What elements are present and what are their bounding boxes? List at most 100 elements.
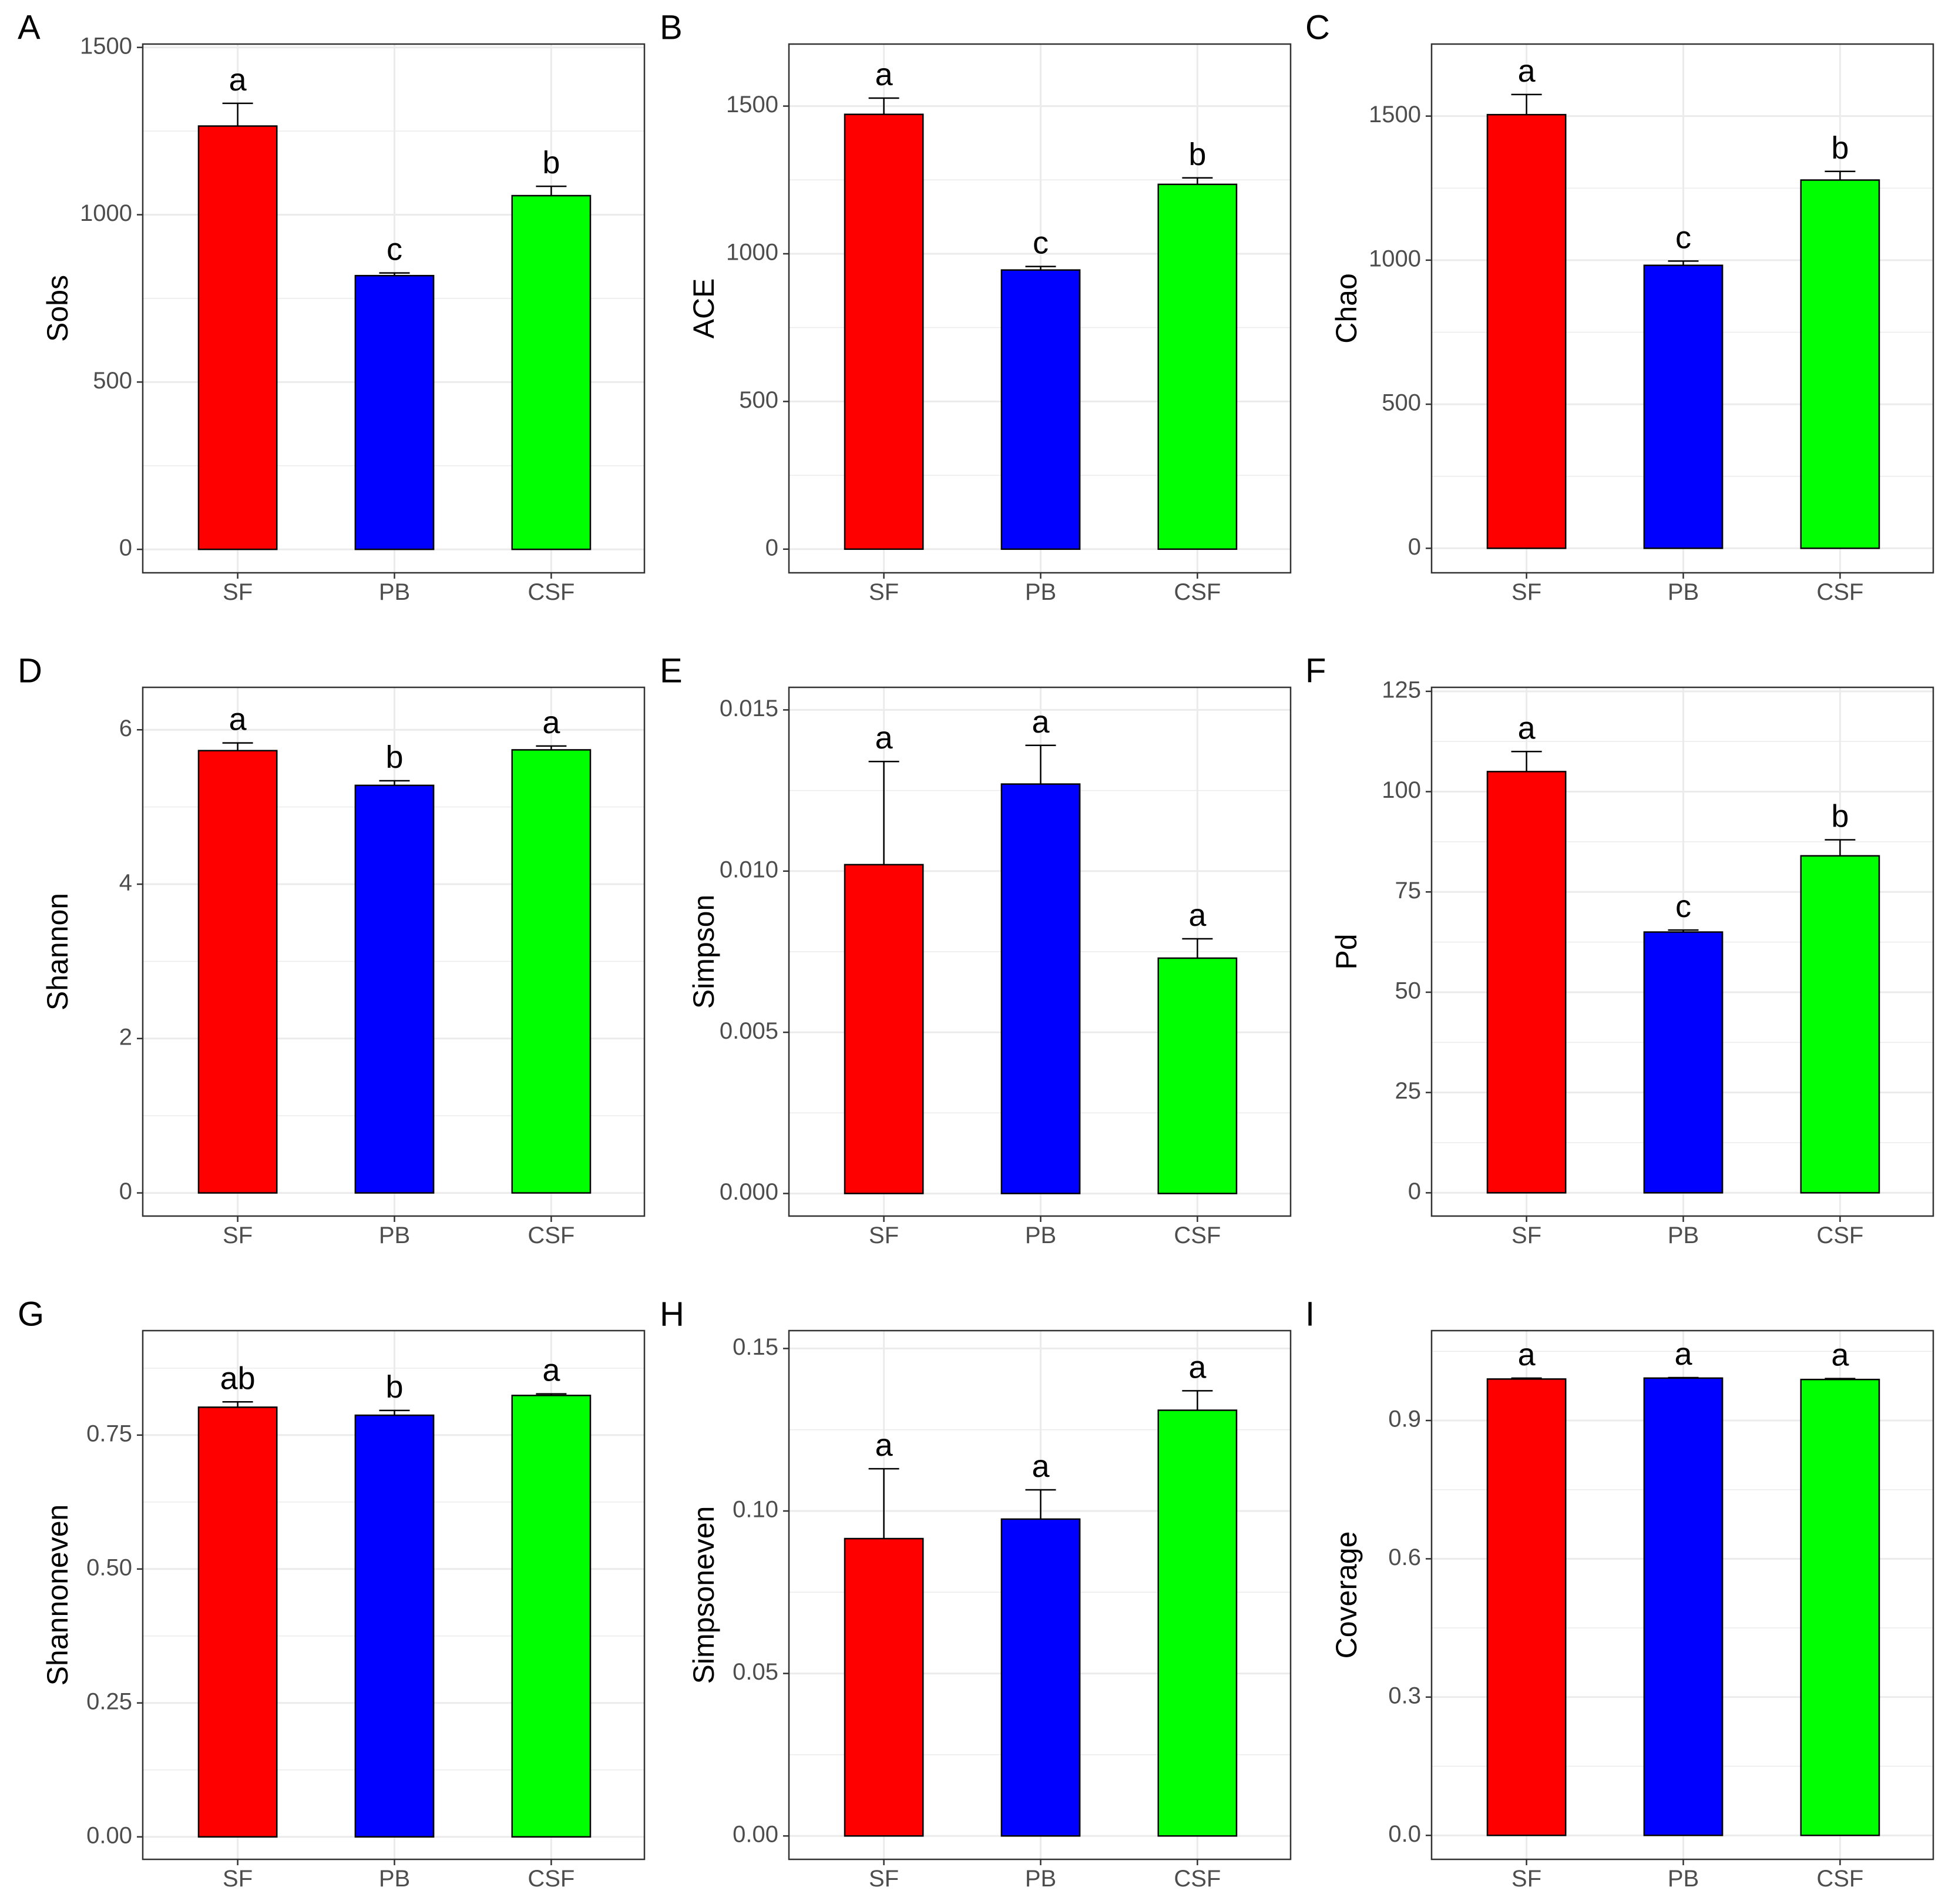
y-tick-label: 0.6 [1388, 1544, 1421, 1570]
bar-csf [1157, 957, 1238, 1194]
bar-pb [1643, 931, 1724, 1194]
x-tick-label: PB [379, 579, 410, 605]
y-axis-title: Pd [1330, 933, 1363, 969]
y-tick-label: 125 [1382, 677, 1421, 703]
x-tick-label: CSF [1816, 1866, 1863, 1892]
bar-sf [844, 113, 924, 550]
panel-b: B 0 500 1000 1500 a SF c PB b CSF ACE [660, 9, 1292, 605]
significance-letter: c [1675, 889, 1691, 924]
panel-d: D 0 2 4 6 a SF b PB a CSF Shannon [18, 652, 646, 1248]
panel-letter: B [660, 9, 683, 47]
plot-frame [1430, 686, 1934, 1217]
significance-letter: a [1518, 53, 1536, 89]
x-tick-label: SF [869, 579, 899, 605]
y-tick-label: 1000 [726, 240, 778, 266]
significance-letter: ab [220, 1361, 256, 1396]
y-axis-title: ACE [687, 278, 720, 339]
significance-letter: a [1674, 1337, 1692, 1372]
y-tick-label: 1500 [80, 33, 132, 59]
panel-f: F 0 25 50 75 100 125 a SF c PB b CSF Pd [1305, 652, 1934, 1248]
bar-sf [844, 1537, 924, 1837]
y-tick-label: 2 [119, 1024, 132, 1050]
y-tick-label: 0.005 [720, 1018, 778, 1044]
y-tick-label: 1500 [726, 92, 778, 117]
x-tick-label: SF [223, 1223, 253, 1248]
y-tick-label: 0 [119, 535, 132, 561]
significance-letter: c [1675, 220, 1691, 255]
significance-letter: b [385, 740, 403, 775]
significance-letter: b [1831, 130, 1849, 166]
significance-letter: b [1188, 137, 1206, 172]
significance-letter: a [229, 62, 247, 98]
x-tick-label: PB [1025, 579, 1056, 605]
y-tick-label: 0 [765, 535, 778, 560]
significance-letter: b [542, 145, 560, 180]
x-tick-label: SF [1511, 1223, 1541, 1248]
x-tick-label: CSF [528, 579, 575, 605]
bar-pb [1000, 783, 1081, 1194]
panel-h: H 0.00 0.05 0.10 0.15 a SF a PB a CSF Simpsoneven [660, 1295, 1292, 1892]
y-tick-label: 0.0 [1388, 1821, 1421, 1847]
bar-sf [844, 864, 924, 1194]
bar-sf [197, 125, 278, 550]
significance-letter: c [387, 232, 402, 267]
significance-letter: a [1518, 710, 1536, 746]
y-tick-label: 0.25 [86, 1688, 132, 1714]
x-tick-label: PB [1668, 579, 1699, 605]
y-tick-label: 75 [1395, 878, 1422, 904]
x-tick-label: PB [1025, 1866, 1056, 1892]
significance-letter: a [1032, 1449, 1050, 1484]
significance-letter: a [1831, 1338, 1849, 1373]
bar-sf [1486, 113, 1567, 549]
plot-frame [788, 1329, 1292, 1861]
bar-pb [1643, 1377, 1724, 1836]
y-axis-title: Sobs [41, 275, 74, 342]
significance-letter: a [1188, 1349, 1207, 1385]
bar-csf [1157, 1409, 1238, 1837]
panel-i: I 0.0 0.3 0.6 0.9 a SF a PB a CSF Coverage [1305, 1295, 1934, 1892]
y-tick-label: 0.010 [720, 857, 778, 882]
y-tick-label: 0.10 [733, 1497, 778, 1523]
y-tick-label: 0.75 [86, 1421, 132, 1446]
significance-letter: c [1033, 226, 1049, 261]
panel-letter: F [1305, 652, 1326, 690]
plot-frame [1430, 43, 1934, 574]
significance-letter: a [542, 1353, 560, 1388]
panel-a: A 0 500 1000 1500 a SF c PB b CSF Sobs [18, 9, 646, 605]
plot-frame [1430, 1329, 1934, 1861]
bar-sf [1486, 771, 1567, 1194]
bar-sf [197, 750, 278, 1194]
panel-letter: G [18, 1295, 44, 1334]
y-axis-title: Simpsoneven [687, 1506, 720, 1684]
x-tick-label: CSF [1174, 1866, 1221, 1892]
panel-letter: E [660, 652, 683, 690]
bar-csf [1157, 183, 1238, 550]
y-axis-title: Shannon [41, 893, 74, 1010]
significance-letter: a [1518, 1337, 1536, 1372]
panel-g: G 0.00 0.25 0.50 0.75 ab SF b PB a CSF Shannoneven [18, 1295, 646, 1892]
y-tick-label: 1000 [80, 200, 132, 226]
x-tick-label: CSF [1816, 1223, 1863, 1248]
x-tick-label: CSF [528, 1223, 575, 1248]
y-tick-label: 100 [1382, 777, 1421, 803]
x-tick-label: PB [379, 1223, 410, 1248]
plot-frame [142, 43, 646, 574]
y-axis-title: Coverage [1330, 1532, 1363, 1659]
bar-csf [511, 194, 592, 550]
y-tick-label: 0.00 [86, 1822, 132, 1848]
bar-pb [1643, 264, 1724, 549]
x-tick-label: PB [1668, 1866, 1699, 1892]
bar-csf [511, 749, 592, 1194]
y-tick-label: 0.00 [733, 1822, 778, 1848]
y-tick-label: 25 [1395, 1078, 1422, 1104]
y-tick-label: 0 [1408, 1178, 1421, 1204]
y-tick-label: 0.50 [86, 1554, 132, 1580]
bar-csf [1800, 855, 1880, 1194]
x-tick-label: PB [379, 1866, 410, 1892]
y-tick-label: 0.015 [720, 696, 778, 721]
bar-pb [354, 1414, 435, 1838]
plot-frame [142, 686, 646, 1217]
y-tick-label: 6 [119, 716, 132, 741]
bar-sf [197, 1406, 278, 1838]
